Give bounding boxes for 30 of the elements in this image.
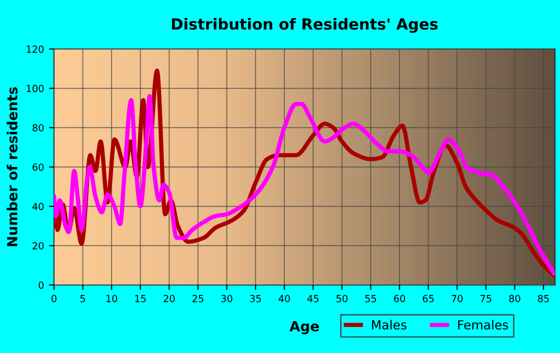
x-tick-label: 30 [221, 294, 232, 302]
x-tick-label: 20 [164, 294, 175, 302]
x-tick-label: 15 [135, 295, 146, 302]
legend-label: Females [458, 320, 508, 330]
x-tick-label: 50 [336, 294, 348, 302]
x-tick-label: 45 [307, 295, 318, 302]
x-tick-label: 0 [52, 294, 56, 302]
legend-label: Males [372, 320, 406, 330]
y-tick-label: 80 [32, 124, 44, 132]
x-tick-label: 65 [422, 294, 434, 302]
x-tick-label: 75 [480, 295, 492, 302]
x-axis-title: Age [290, 321, 319, 334]
chart-title: Distribution of Residents' Ages [172, 18, 438, 33]
x-tick-label: 70 [452, 294, 463, 302]
y-tick-label: 20 [32, 242, 44, 250]
y-tick-label: 120 [26, 45, 44, 53]
x-tick-label: 40 [278, 294, 290, 302]
x-tick-label: 85 [538, 294, 549, 302]
y-tick-label: 0 [38, 281, 44, 289]
x-tick-label: 10 [106, 294, 118, 302]
x-tick-label: 80 [509, 294, 520, 302]
x-tick-label: 35 [250, 294, 261, 302]
y-tick-label: 60 [32, 163, 44, 171]
x-tick-label: 60 [394, 294, 406, 302]
x-tick-label: 5 [80, 295, 86, 302]
x-tick-label: 55 [365, 295, 376, 302]
y-axis-title: Number of residents [6, 87, 18, 246]
y-tick-label: 100 [26, 84, 44, 92]
y-tick-label: 40 [32, 202, 44, 210]
x-tick-label: 25 [192, 294, 204, 302]
